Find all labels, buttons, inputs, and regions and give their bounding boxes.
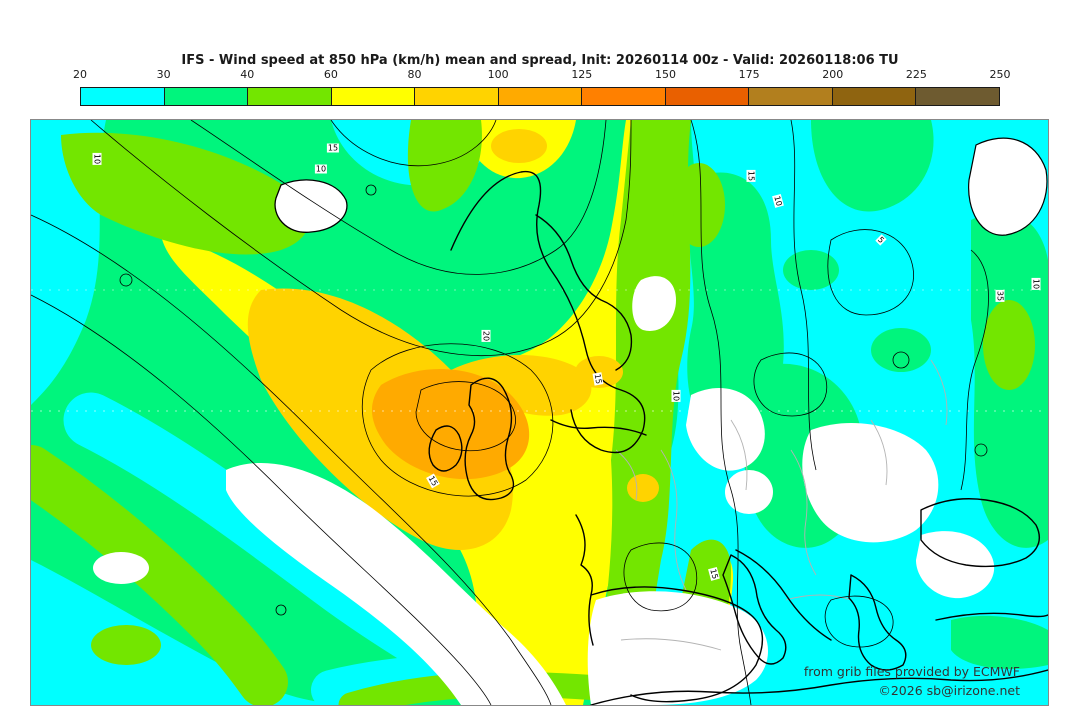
colorbar-tick-30: 30 [156,68,171,81]
attribution-source: from grib files provided by ECMWF [803,664,1020,679]
colorbar-tick-labels: 20 30 40 60 80 100 125 150 175 200 225 250 [73,68,1011,82]
colorbar-tick-60: 60 [323,68,338,81]
contour-label-15: 15 [592,372,604,386]
contour-label-10: 10 [314,164,328,174]
colorbar-tick-80: 80 [407,68,422,81]
colorbar-segment-40-60 [247,88,331,105]
colorbar-segment-20-30 [81,88,164,105]
wind-speed-map: 15 10 10 15 10 5 20 15 10 15 15 35 10 from grib file… [30,119,1049,706]
colorbar-segment-125-150 [581,88,665,105]
colorbar-tick-225: 225 [905,68,927,81]
contour-label-35: 35 [995,289,1005,303]
page-title: IFS - Wind speed at 850 hPa (km/h) mean … [181,53,899,68]
colorbar-segment-60-80 [330,88,415,105]
colorbar-tick-100: 100 [487,68,509,81]
colorbar-segment-30-40 [163,88,248,105]
colorbar-tick-40: 40 [240,68,255,81]
map-canvas [31,120,1048,705]
colorbar-segment-175-200 [748,88,832,105]
colorbar-tick-20: 20 [73,68,87,81]
contour-label-10: 10 [1031,277,1041,291]
contour-label-15: 15 [746,169,756,183]
colorbar-tick-200: 200 [822,68,844,81]
colorbar-segment-225-250 [915,88,1000,105]
contour-label-20: 20 [481,329,491,343]
colorbar-segment-80-100 [414,88,498,105]
colorbar [80,87,1000,106]
colorbar-tick-150: 150 [654,68,676,81]
colorbar-segment-100-125 [497,88,582,105]
contour-label-10: 10 [671,389,681,403]
colorbar-tick-250: 250 [989,68,1011,81]
colorbar-tick-175: 175 [738,68,760,81]
attribution-copyright: ©2026 sb@irizone.net [878,683,1020,698]
contour-label-10: 10 [92,152,102,166]
contour-label-15: 15 [326,143,340,153]
colorbar-tick-125: 125 [571,68,593,81]
colorbar-segment-200-225 [831,88,916,105]
colorbar-segment-150-175 [664,88,749,105]
